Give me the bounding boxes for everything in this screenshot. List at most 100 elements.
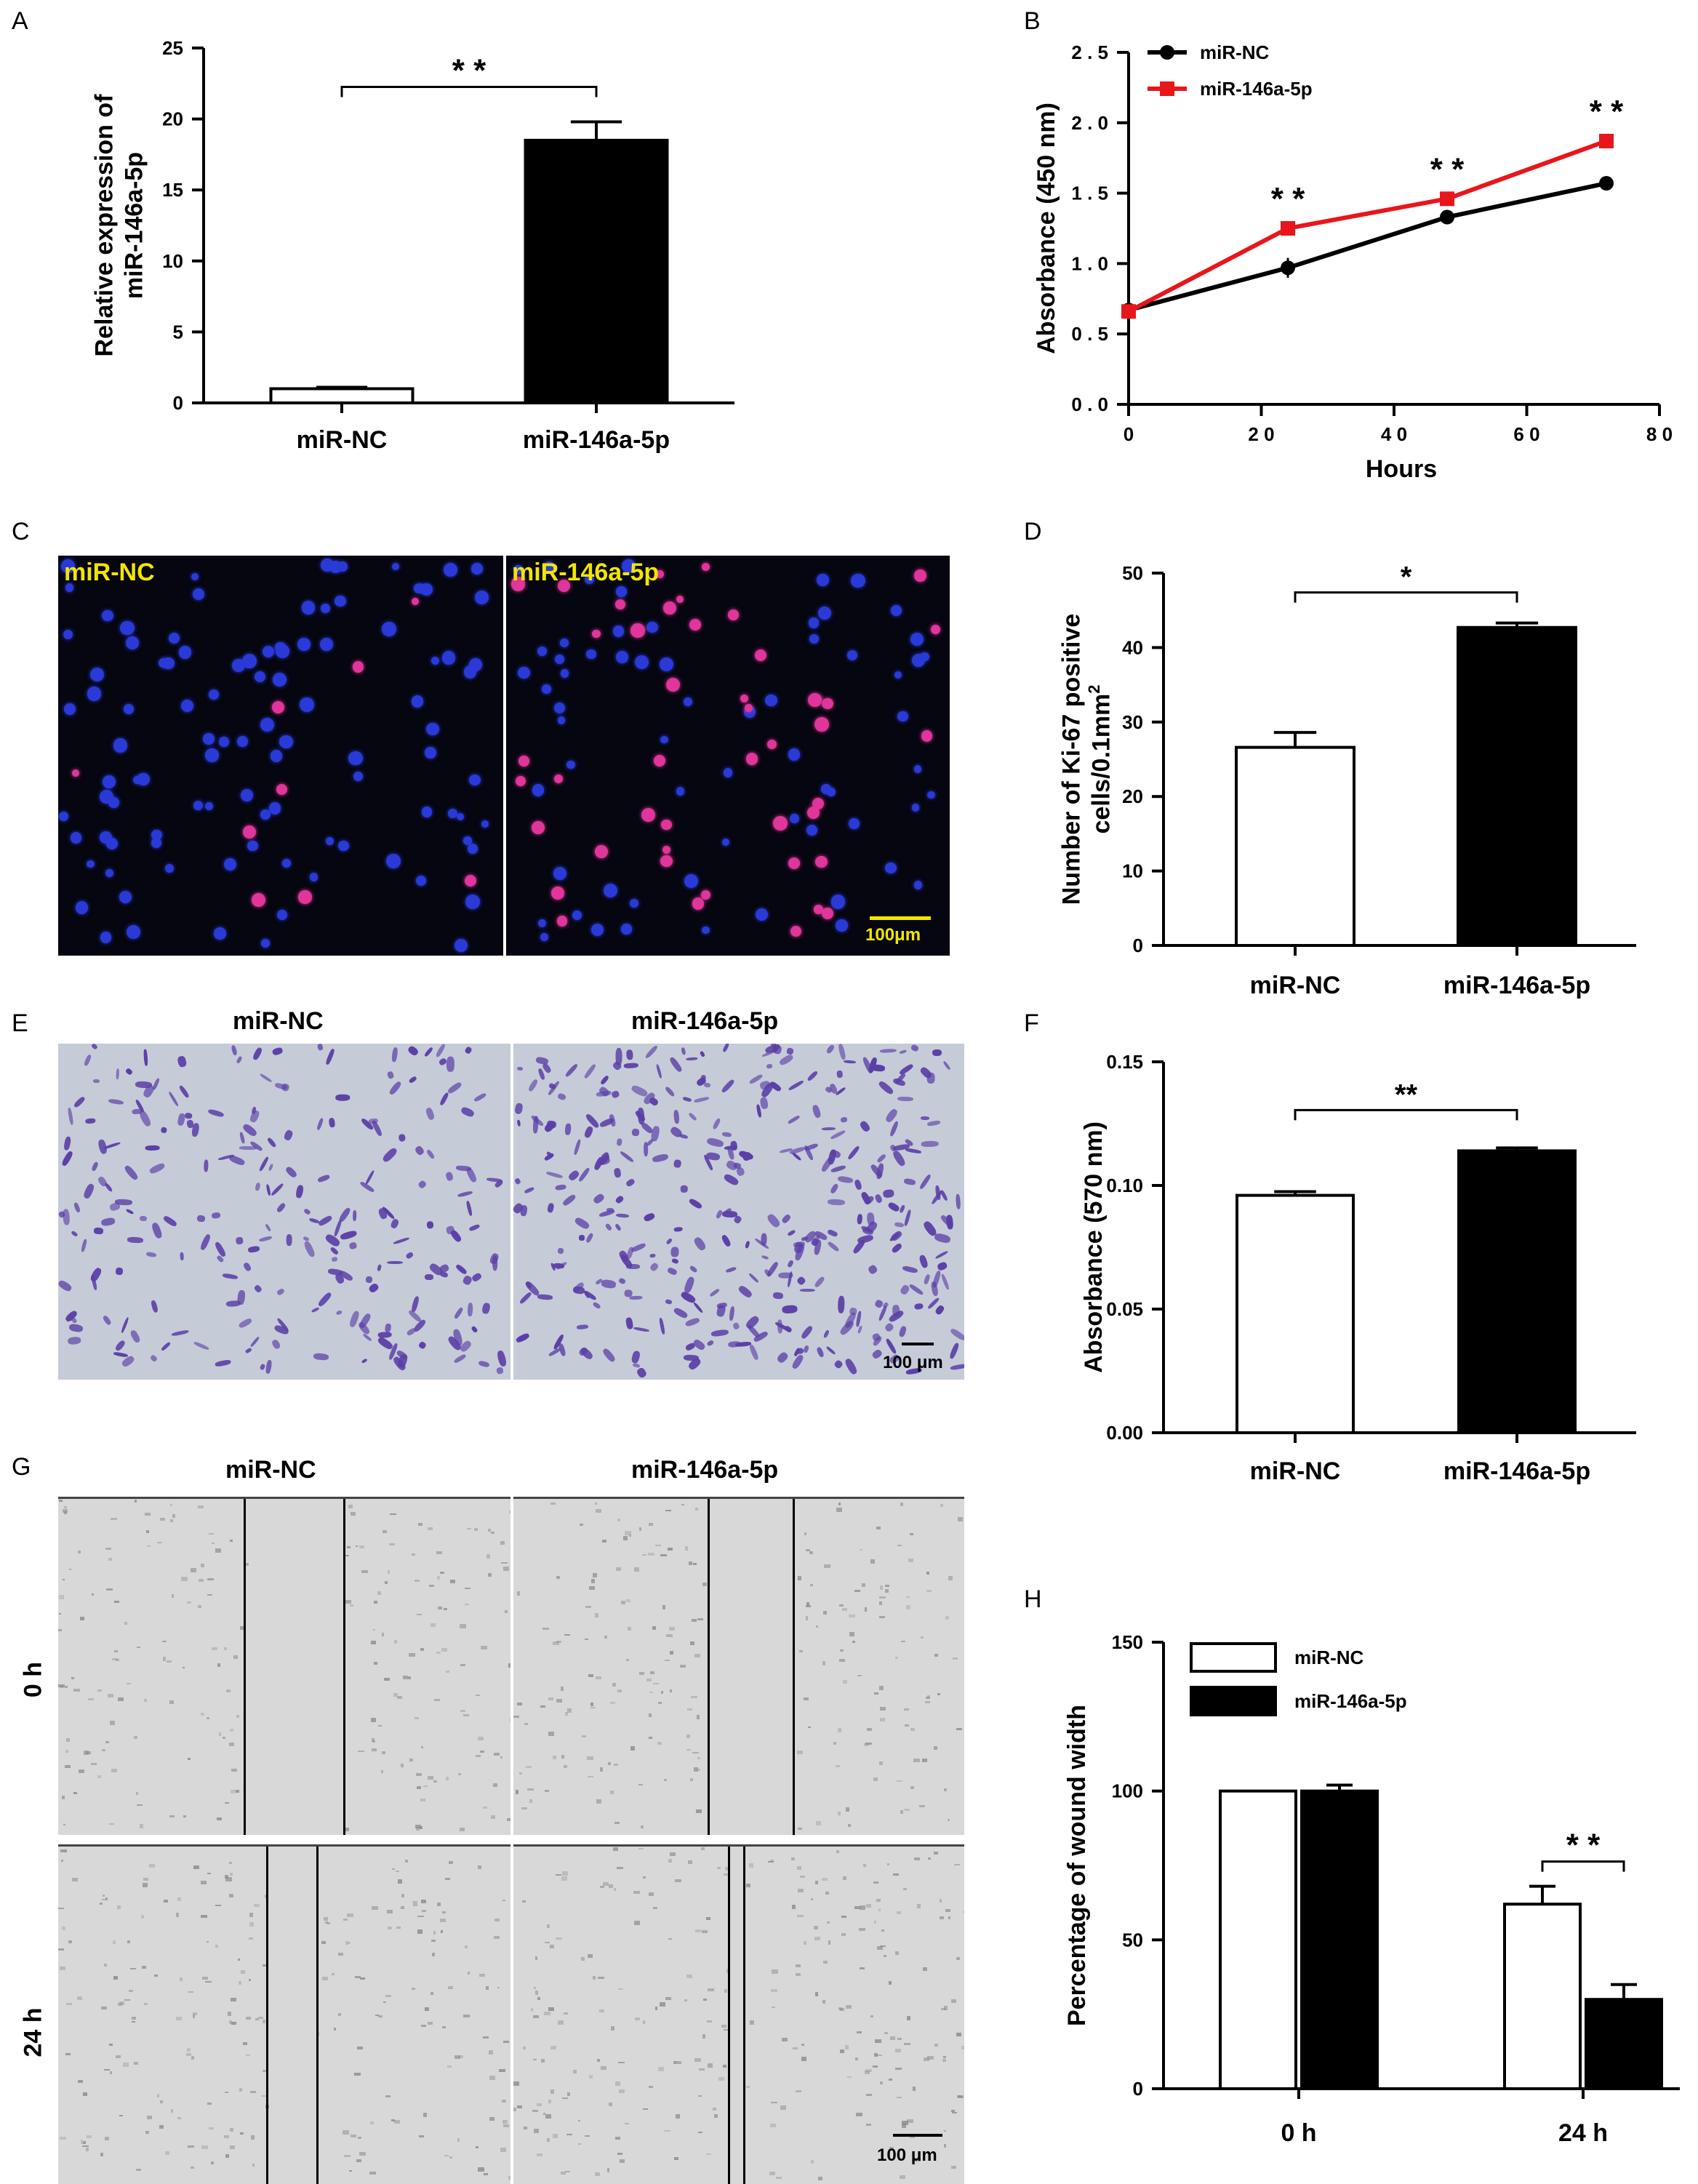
- cell-mark: [816, 1346, 825, 1359]
- nucleus-dot: [470, 562, 484, 575]
- cell-speck: [445, 1776, 449, 1780]
- cell-mark: [838, 1319, 856, 1337]
- cell-speck: [64, 1686, 68, 1689]
- cell-speck: [420, 2025, 427, 2027]
- cell-speck: [961, 2045, 964, 2050]
- cell-speck: [718, 2077, 724, 2081]
- cell-mark: [348, 1241, 357, 1250]
- cell-mark: [408, 1075, 417, 1084]
- cell-mark: [196, 1215, 205, 1223]
- cell-speck: [457, 1773, 461, 1775]
- cell-mark: [255, 1182, 261, 1191]
- cell-speck: [822, 1610, 828, 1615]
- cell-speck: [889, 2036, 895, 2040]
- cell-speck: [581, 1735, 586, 1738]
- cell-speck: [594, 2172, 601, 2176]
- cell-speck: [383, 1529, 387, 1533]
- cell-mark: [721, 1078, 736, 1094]
- cell-mark: [849, 1307, 857, 1316]
- chart-b-x-tick-label: 6 0: [1513, 423, 1539, 445]
- nucleus-dot: [676, 595, 684, 604]
- cell-speck: [686, 1708, 693, 1711]
- cell-speck: [592, 1573, 597, 1577]
- cell-mark: [73, 1201, 81, 1213]
- cell-speck: [401, 1906, 404, 1909]
- nucleus-dot: [276, 784, 288, 796]
- cell-speck: [139, 1824, 143, 1829]
- cell-speck: [564, 1764, 568, 1768]
- cell-speck: [65, 1738, 70, 1743]
- cell-speck: [594, 1613, 598, 1617]
- cell-speck: [489, 2116, 495, 2121]
- nucleus-dot: [87, 860, 95, 868]
- cell-speck: [60, 1967, 65, 1971]
- cell-mark: [161, 1341, 172, 1352]
- nucleus-dot: [113, 738, 128, 753]
- cell-speck: [839, 2049, 845, 2054]
- cell-speck: [344, 2155, 351, 2158]
- nucleus-dot: [766, 739, 777, 750]
- cell-mark: [761, 1255, 770, 1261]
- cell-speck: [894, 1656, 898, 1660]
- nucleus-dot: [168, 632, 180, 644]
- cell-speck: [536, 2153, 543, 2156]
- cell-speck: [556, 1873, 561, 1876]
- cell-speck: [585, 1606, 592, 1609]
- cell-mark: [772, 1292, 784, 1300]
- cell-speck: [233, 1655, 238, 1660]
- cell-speck: [436, 1652, 441, 1654]
- cell-speck: [124, 1999, 131, 2001]
- cell-speck: [63, 1823, 66, 1826]
- cell-speck: [405, 1860, 408, 1863]
- cell-mark: [145, 1145, 160, 1151]
- chart-b-point: [1281, 260, 1295, 276]
- cell-speck: [856, 2112, 862, 2116]
- cell-speck: [849, 1614, 856, 1617]
- cell-speck: [77, 2080, 83, 2083]
- cell-mark: [295, 1184, 305, 1199]
- cell-speck: [665, 1510, 672, 1512]
- cell-mark: [236, 1055, 243, 1065]
- cell-speck: [701, 1847, 705, 1851]
- cell-mark: [135, 1081, 153, 1089]
- cell-speck: [62, 1578, 65, 1581]
- cell-mark: [276, 1201, 287, 1213]
- cell-mark: [68, 1322, 84, 1333]
- cell-speck: [673, 2060, 677, 2065]
- cell-speck: [124, 1622, 127, 1625]
- chart-a-y-tick-label: 15: [162, 179, 183, 201]
- cell-mark: [833, 1359, 844, 1370]
- cell-speck: [419, 1826, 423, 1830]
- panel-letter-g: G: [12, 1453, 31, 1481]
- micrograph-e-scale-label: 100 μm: [883, 1353, 943, 1372]
- cell-speck: [567, 2092, 571, 2096]
- cell-speck: [502, 2041, 509, 2043]
- cell-speck: [873, 1777, 878, 1781]
- cell-speck: [517, 1703, 522, 1706]
- cell-speck: [65, 2052, 71, 2056]
- cell-speck: [420, 1799, 425, 1802]
- cell-mark: [923, 1273, 931, 1285]
- chart-a-bar: [269, 387, 415, 404]
- cell-speck: [601, 1539, 606, 1543]
- cell-speck: [561, 1687, 564, 1691]
- cell-speck: [795, 2089, 801, 2093]
- cell-mark: [191, 1122, 201, 1138]
- cell-speck: [474, 1528, 478, 1532]
- cell-speck: [686, 1748, 692, 1751]
- chart-b-legend-label: miR-NC: [1200, 41, 1270, 63]
- cell-speck: [386, 1909, 393, 1914]
- cell-mark: [721, 1132, 732, 1137]
- cell-speck: [354, 1975, 361, 1978]
- cell-speck: [692, 1752, 699, 1754]
- cell-mark: [846, 1145, 860, 1161]
- cell-speck: [838, 1728, 841, 1732]
- cell-mark: [547, 1202, 555, 1213]
- cell-mark: [486, 1177, 502, 1183]
- wound-edge-line: [743, 1847, 746, 2184]
- chart-d-x-tick-label: miR-NC: [1250, 972, 1341, 999]
- cell-speck: [876, 2054, 883, 2056]
- cell-speck: [537, 2103, 542, 2106]
- cell-speck: [381, 1751, 385, 1754]
